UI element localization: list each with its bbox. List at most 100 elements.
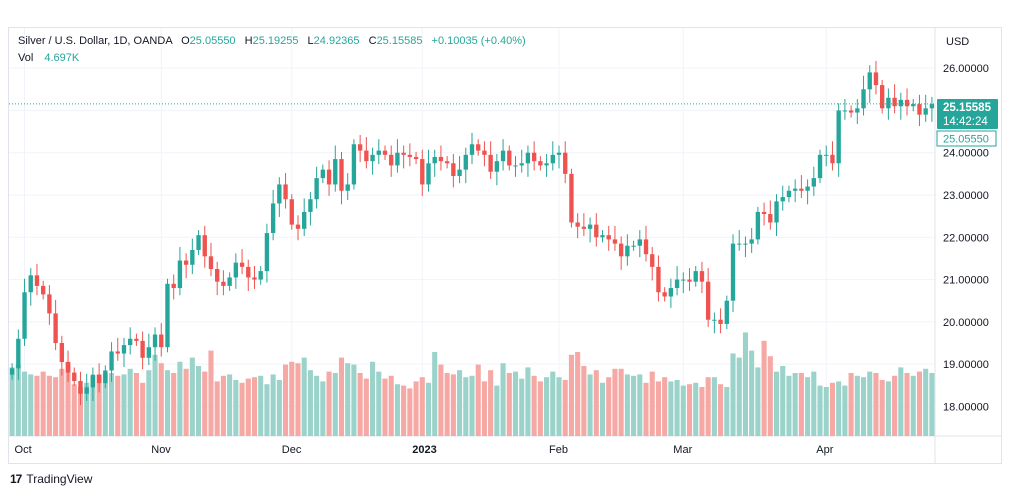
candle bbox=[519, 149, 524, 173]
candle-body bbox=[413, 156, 419, 160]
volume-bar bbox=[910, 375, 916, 436]
legend-ohlc: Silver / U.S. Dollar, 1D, OANDA O25.0555… bbox=[18, 35, 526, 47]
volume-bar bbox=[848, 373, 854, 436]
candle-body bbox=[674, 279, 680, 289]
candle-body bbox=[444, 161, 450, 164]
candle bbox=[805, 179, 810, 205]
candle bbox=[563, 141, 568, 184]
candle-body bbox=[47, 294, 52, 314]
candle bbox=[898, 92, 903, 120]
candle bbox=[233, 253, 239, 289]
volume-bar bbox=[363, 378, 369, 436]
volume-bar bbox=[829, 382, 836, 436]
volume-bar bbox=[587, 374, 593, 436]
candle bbox=[96, 363, 102, 393]
candle bbox=[382, 145, 388, 160]
candle-body bbox=[507, 150, 512, 166]
candle bbox=[904, 88, 910, 116]
candle-body bbox=[463, 154, 468, 170]
candle bbox=[314, 166, 319, 209]
volume-bar bbox=[612, 368, 618, 436]
volume-bar bbox=[873, 373, 879, 436]
volume-bar bbox=[773, 371, 780, 436]
candle-body bbox=[78, 381, 83, 394]
volume-bar bbox=[314, 375, 320, 436]
volume-bar bbox=[786, 375, 792, 436]
candle bbox=[128, 327, 133, 355]
candle-body bbox=[544, 163, 549, 166]
candle bbox=[737, 230, 742, 251]
candle bbox=[699, 261, 705, 294]
candle-body bbox=[500, 150, 506, 162]
volume-bar bbox=[394, 384, 400, 436]
last-price-tag: 25.15585 14:42:24 bbox=[937, 99, 998, 129]
candle-body bbox=[109, 351, 114, 371]
volume-bar bbox=[84, 382, 90, 436]
low-label: L bbox=[307, 35, 314, 47]
volume-bar bbox=[767, 356, 773, 436]
price-tick-label: 26.00000 bbox=[943, 63, 989, 75]
time-tick-label: Oct bbox=[15, 444, 32, 456]
candle-body bbox=[855, 108, 860, 113]
candle-body bbox=[768, 214, 773, 223]
candle bbox=[618, 236, 624, 270]
candle bbox=[625, 234, 630, 266]
volume-bar bbox=[537, 381, 543, 436]
candle-body bbox=[799, 188, 804, 191]
candle bbox=[768, 200, 773, 230]
volume-bar bbox=[370, 361, 376, 436]
volume-bar bbox=[338, 357, 345, 436]
candle-body bbox=[587, 224, 593, 229]
close-value: 25.15585 bbox=[376, 35, 423, 47]
grid-lines bbox=[9, 28, 1001, 463]
candle-body bbox=[575, 222, 580, 227]
volume-bar bbox=[512, 371, 519, 436]
volume-bar bbox=[115, 375, 121, 436]
time-axis[interactable]: Oct Nov Dec 2023 Feb Mar Apr bbox=[15, 444, 834, 456]
volume-bar bbox=[177, 361, 183, 436]
candle-body bbox=[333, 159, 338, 185]
tradingview-logo[interactable]: 17 TradingView bbox=[10, 472, 92, 486]
candle-body bbox=[295, 224, 301, 229]
price-tick-label: 19.00000 bbox=[943, 359, 989, 371]
candle bbox=[531, 141, 537, 171]
volume-bar bbox=[668, 381, 674, 436]
candle-body bbox=[34, 275, 40, 286]
time-tick-label: 2023 bbox=[412, 444, 436, 456]
candle bbox=[848, 105, 854, 118]
candle-body bbox=[600, 235, 605, 238]
candle-body bbox=[774, 201, 779, 223]
candle bbox=[861, 75, 866, 116]
volume-bar bbox=[121, 374, 127, 436]
time-tick-label: Dec bbox=[282, 444, 302, 456]
candle-body bbox=[246, 266, 251, 278]
candle bbox=[90, 367, 96, 401]
candle-body bbox=[867, 72, 872, 90]
volume-bar bbox=[388, 375, 394, 436]
volume-bar bbox=[90, 375, 96, 436]
candle-body bbox=[488, 154, 493, 172]
candle-body bbox=[643, 239, 649, 255]
candle-body bbox=[395, 152, 400, 166]
candle bbox=[488, 141, 493, 179]
candle bbox=[78, 371, 83, 406]
candle bbox=[370, 147, 375, 175]
candle-body bbox=[824, 154, 829, 156]
candle-body bbox=[345, 184, 350, 191]
currency-label: USD bbox=[946, 36, 969, 48]
volume-bar bbox=[606, 377, 612, 436]
volume-bar bbox=[724, 387, 730, 436]
candle-body bbox=[656, 266, 661, 293]
candle-body bbox=[326, 169, 332, 185]
candle-body bbox=[724, 300, 729, 324]
candle bbox=[420, 149, 425, 196]
candle bbox=[295, 215, 301, 241]
price-tick-label: 22.00000 bbox=[943, 232, 989, 244]
candle bbox=[239, 249, 245, 275]
candle-body bbox=[743, 243, 748, 245]
price-candles bbox=[9, 60, 935, 406]
candle bbox=[227, 272, 232, 291]
volume-bar bbox=[780, 366, 786, 436]
candle-body bbox=[264, 233, 270, 272]
